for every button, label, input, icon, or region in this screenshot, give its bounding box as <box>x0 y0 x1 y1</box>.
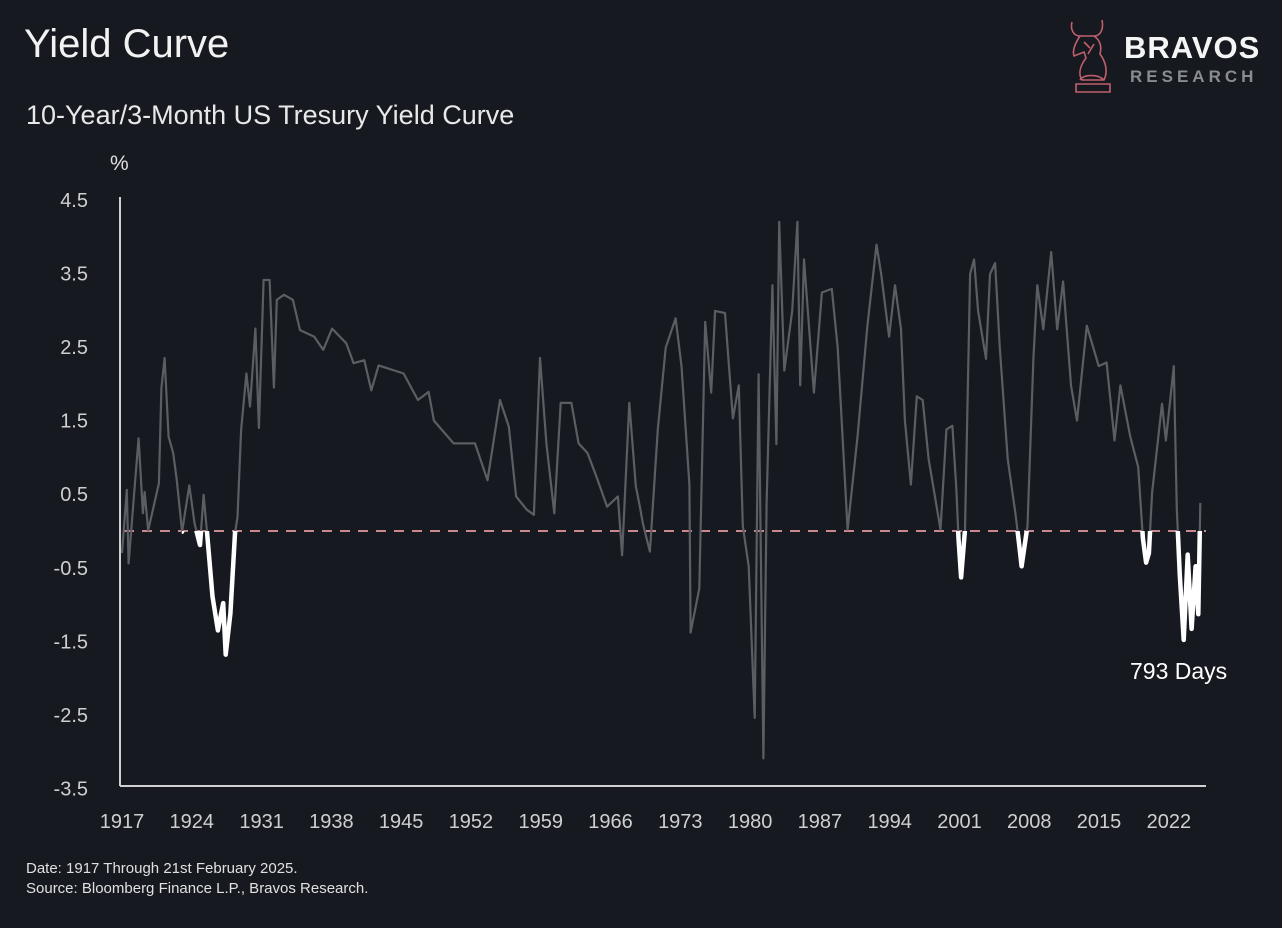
x-tick-label: 1966 <box>588 811 633 833</box>
x-tick-label: 1924 <box>170 811 215 833</box>
x-tick-label: 1987 <box>798 811 843 833</box>
logo: BRAVOS RESEARCH <box>1064 14 1274 104</box>
x-tick-label: 2001 <box>937 811 982 833</box>
y-tick-label: 3.5 <box>60 263 88 285</box>
y-tick-label: 4.5 <box>60 190 88 212</box>
inversion-duration-label: 793 Days <box>1130 658 1227 684</box>
x-tick-label: 1938 <box>309 811 354 833</box>
x-tick-label: 1994 <box>867 811 912 833</box>
x-tick-label: 1931 <box>239 811 284 833</box>
x-tick-label: 1945 <box>379 811 424 833</box>
logo-brand: BRAVOS <box>1124 30 1261 65</box>
y-tick-label: 1.5 <box>60 411 88 433</box>
x-tick-label: 2022 <box>1147 811 1192 833</box>
logo-subtitle: RESEARCH <box>1130 67 1258 86</box>
chart-title: Yield Curve <box>24 22 230 66</box>
x-tick-label: 1959 <box>518 811 563 833</box>
bull-knight-icon <box>1070 19 1111 93</box>
y-axis-label: % <box>110 152 129 175</box>
source-note: Source: Bloomberg Finance L.P., Bravos R… <box>26 880 369 897</box>
y-tick-label: -0.5 <box>54 558 88 580</box>
x-tick-label: 1980 <box>728 811 773 833</box>
x-tick-label: 2015 <box>1077 811 1122 833</box>
y-tick-label: -1.5 <box>54 631 88 653</box>
chart-subtitle: 10-Year/3-Month US Tresury Yield Curve <box>26 100 515 130</box>
y-tick-label: 2.5 <box>60 337 88 359</box>
y-tick-label: -3.5 <box>54 779 88 801</box>
x-tick-label: 1917 <box>100 811 145 833</box>
y-tick-label: 0.5 <box>60 484 88 506</box>
x-tick-label: 1973 <box>658 811 703 833</box>
yield-spread-line <box>120 220 1202 760</box>
y-tick-label: -2.5 <box>54 705 88 727</box>
x-tick-label: 2008 <box>1007 811 1052 833</box>
x-tick-label: 1952 <box>449 811 494 833</box>
date-note: Date: 1917 Through 21st February 2025. <box>26 860 298 877</box>
